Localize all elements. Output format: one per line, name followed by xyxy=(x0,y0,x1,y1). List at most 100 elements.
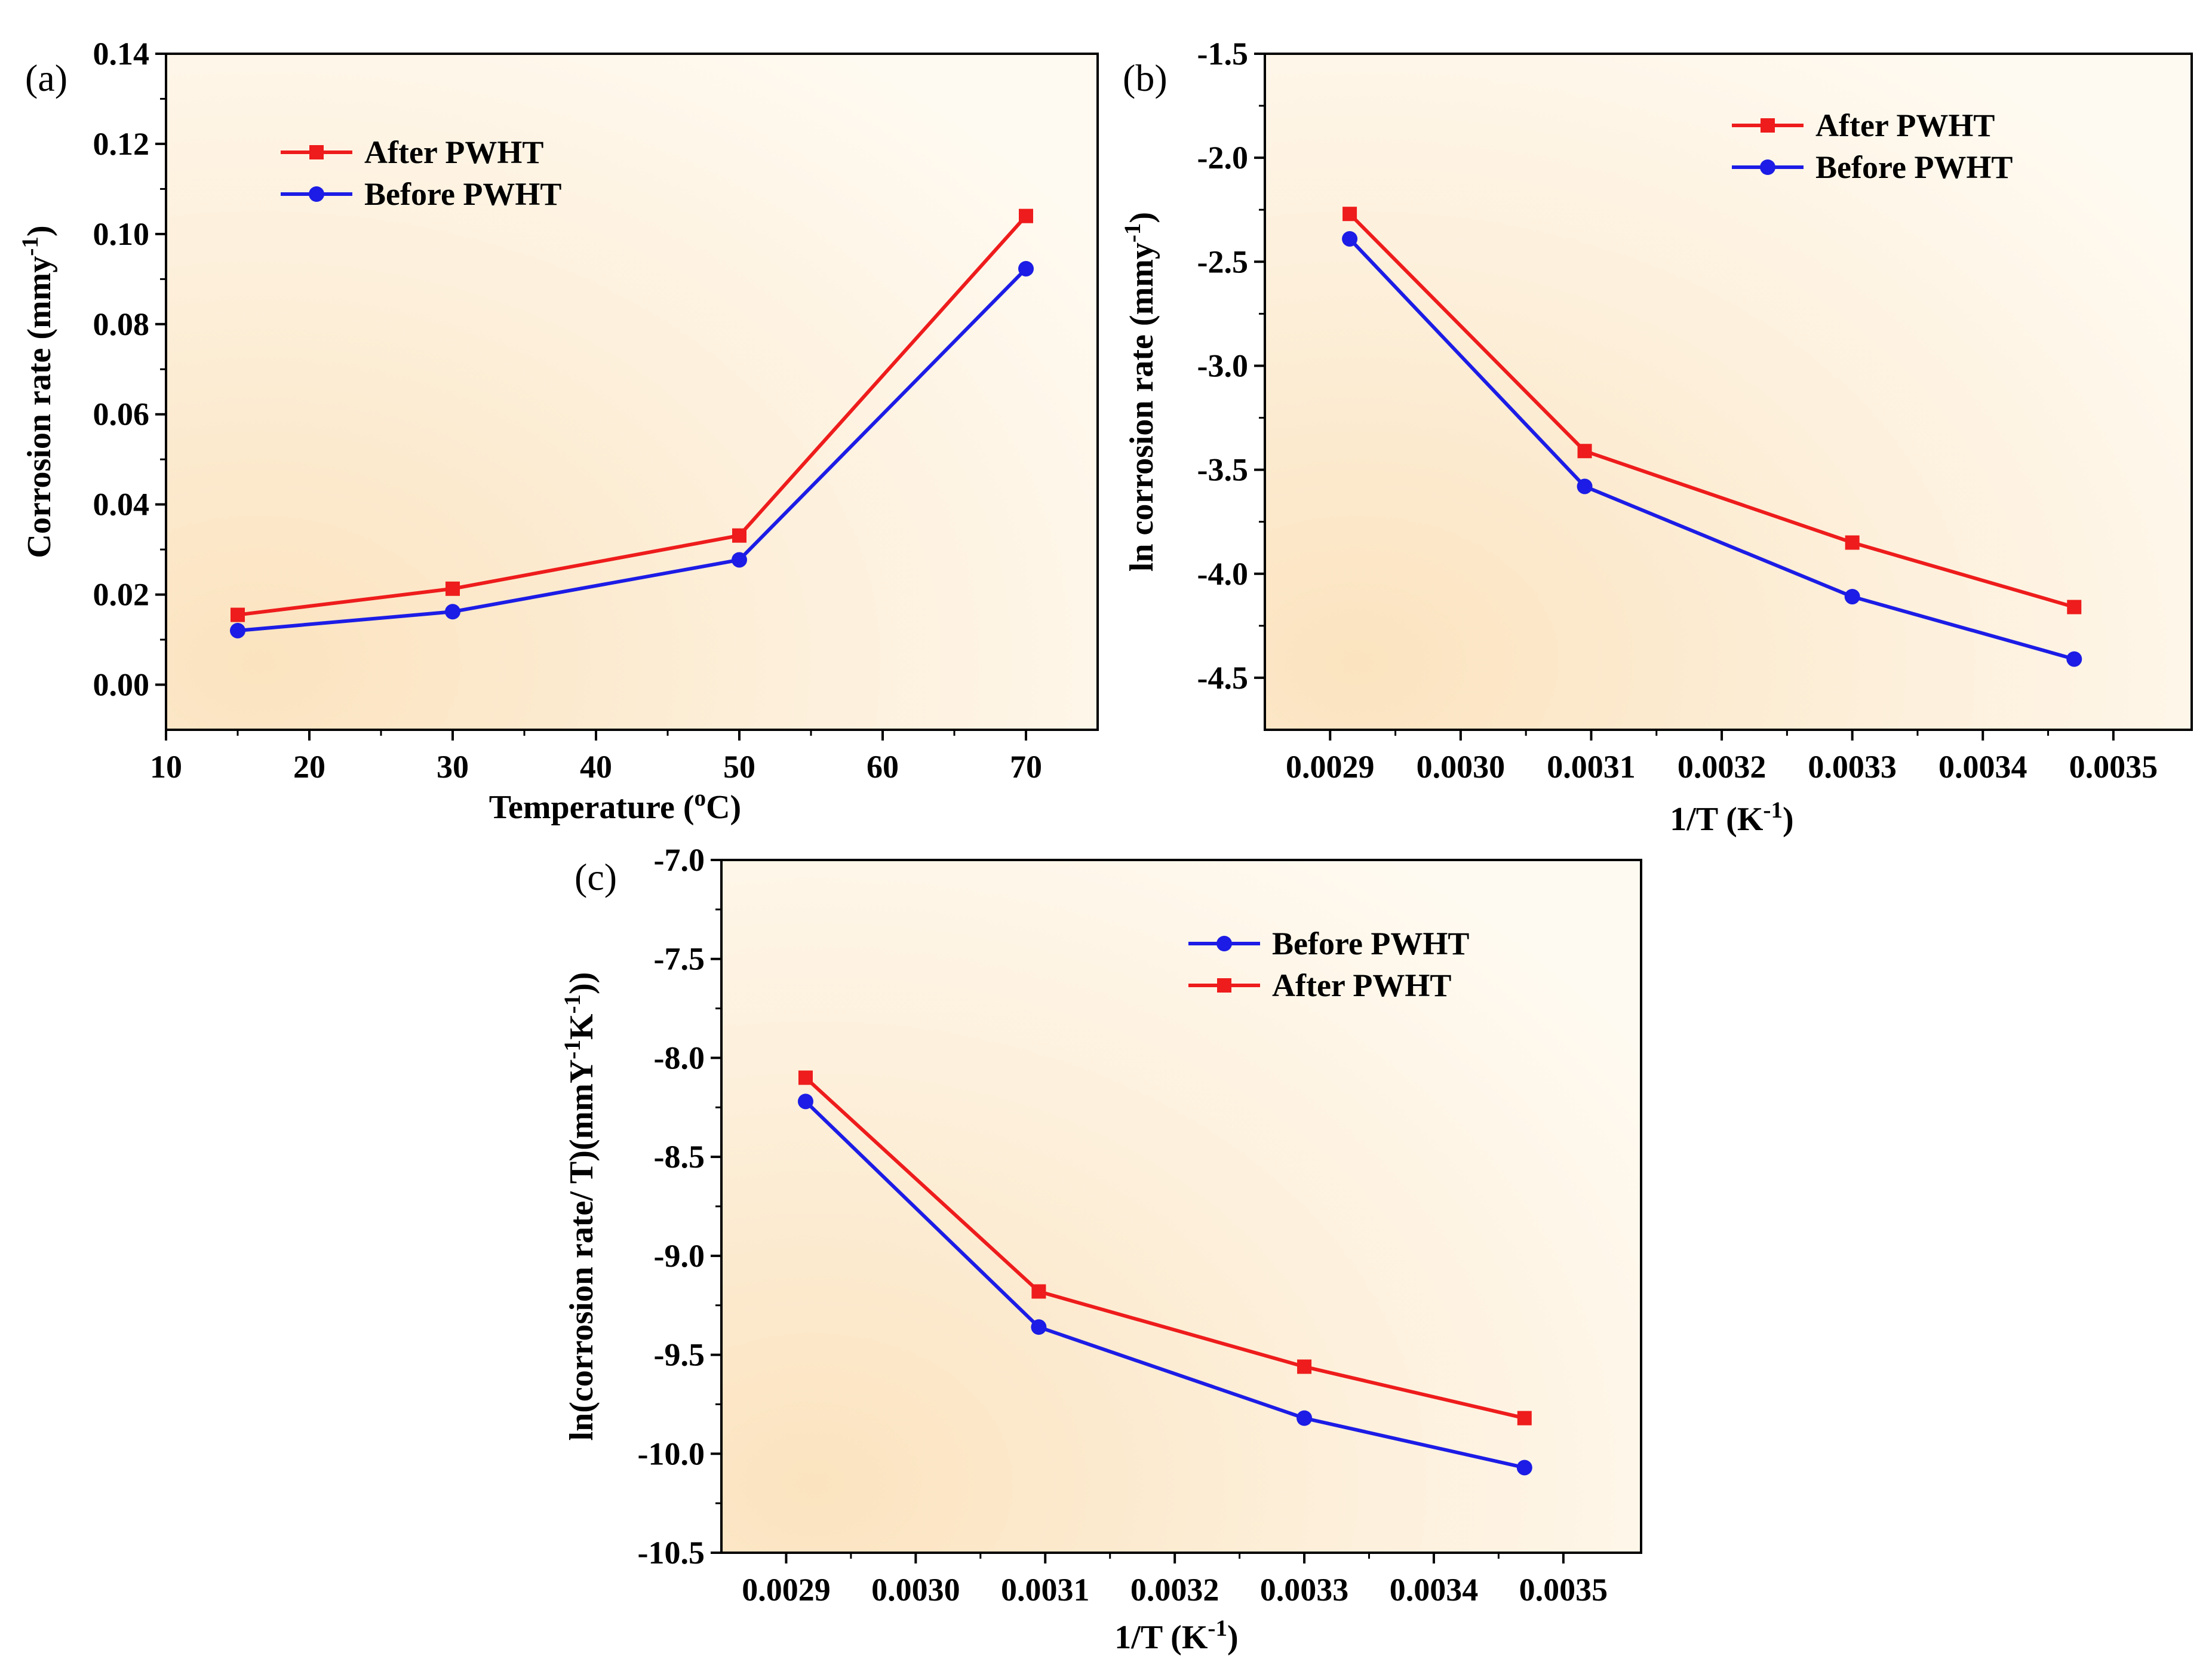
data-point-square xyxy=(231,607,245,622)
data-point-square xyxy=(1517,1411,1532,1426)
x-tick-label: 70 xyxy=(1010,749,1042,785)
data-point-circle xyxy=(1577,478,1593,494)
x-tick-label: 0.0035 xyxy=(1519,1572,1608,1608)
data-point-square xyxy=(1577,444,1592,459)
data-point-circle xyxy=(1516,1460,1532,1476)
panel-label: (a) xyxy=(25,57,67,99)
y-tick-label: -2.5 xyxy=(1197,244,1248,279)
y-axis-title: ln(corrosion rate/ T)(mmY-1K-1)) xyxy=(560,972,601,1441)
data-point-circle xyxy=(1018,260,1034,277)
data-point-circle xyxy=(797,1093,813,1110)
x-tick-label: 60 xyxy=(867,749,899,785)
legend-label: Before PWHT xyxy=(364,176,561,212)
x-tick-label: 0.0030 xyxy=(871,1572,960,1608)
x-tick-label: 40 xyxy=(580,749,612,785)
x-tick-label: 0.0033 xyxy=(1808,749,1897,785)
data-point-square xyxy=(798,1070,813,1085)
x-tick-label: 0.0033 xyxy=(1260,1572,1349,1608)
x-tick-label: 0.0029 xyxy=(1286,749,1375,785)
y-tick-label: 0.00 xyxy=(93,667,150,703)
data-point-square xyxy=(446,581,460,596)
x-tick-label: 20 xyxy=(293,749,325,785)
y-tick-label: -3.0 xyxy=(1197,348,1248,383)
y-tick-label: -4.0 xyxy=(1197,556,1248,592)
series-line xyxy=(237,267,1028,632)
data-point-circle xyxy=(1297,1410,1313,1426)
x-axis-title: 1/T (K-1) xyxy=(1670,797,1793,838)
data-point-circle xyxy=(1031,1319,1047,1335)
data-point-circle xyxy=(1342,231,1358,247)
data-point-circle xyxy=(230,622,245,638)
data-point-square xyxy=(1019,208,1033,223)
series-line xyxy=(804,1100,1525,1470)
y-tick-label: 0.10 xyxy=(93,216,150,252)
series-line xyxy=(1348,213,2075,609)
y-tick-label: -10.5 xyxy=(638,1535,705,1571)
plot-area xyxy=(720,859,1642,1554)
y-axis-title: Corrosion rate (mmy-1) xyxy=(17,225,59,558)
y-tick-label: -4.5 xyxy=(1197,660,1248,696)
chart-panel: 10 20 30 40 50 60 70 0.00 0.02 0.04 0.06 0.08 0.10 0.… xyxy=(17,36,1099,827)
plot-area xyxy=(165,53,1099,731)
legend-label: After PWHT xyxy=(1272,967,1451,1003)
chart-panel: 0.0029 0.0030 0.0031 0.0032 0.0033 0.0034 0.00… xyxy=(1120,36,2193,838)
legend-label: Before PWHT xyxy=(1815,149,2013,185)
data-point-circle xyxy=(2066,651,2082,667)
y-tick-label: -7.5 xyxy=(654,941,705,977)
y-tick-label: 0.12 xyxy=(93,126,150,162)
data-point-square xyxy=(1031,1284,1046,1299)
panel-label: (b) xyxy=(1123,57,1168,99)
data-point-circle xyxy=(445,604,460,620)
legend-label: Before PWHT xyxy=(1272,926,1469,961)
x-tick-label: 0.0029 xyxy=(742,1572,831,1608)
panel-label: (c) xyxy=(574,856,617,898)
y-tick-label: -8.5 xyxy=(654,1139,705,1175)
legend-label: After PWHT xyxy=(364,134,543,170)
y-tick-label: -9.5 xyxy=(654,1337,705,1373)
legend-marker-square xyxy=(1761,118,1775,133)
x-tick-label: 0.0035 xyxy=(2069,749,2158,785)
y-tick-label: -3.5 xyxy=(1197,452,1248,488)
series-line xyxy=(804,1076,1525,1420)
series-line xyxy=(1348,237,2075,661)
plot-area xyxy=(1264,53,2193,731)
chart-panel: 0.0029 0.0030 0.0031 0.0032 0.0033 0.0034 0.00… xyxy=(560,842,1642,1656)
x-tick-label: 0.0032 xyxy=(1130,1572,1219,1608)
series-line xyxy=(237,214,1028,617)
y-tick-label: -7.0 xyxy=(654,842,705,878)
data-point-square xyxy=(732,528,746,543)
x-tick-label: 50 xyxy=(723,749,755,785)
y-tick-label: -8.0 xyxy=(654,1040,705,1076)
legend-marker-square xyxy=(309,145,324,159)
x-tick-label: 0.0031 xyxy=(1547,749,1636,785)
data-point-square xyxy=(1845,535,1860,550)
y-axis-title: ln corrosion rate (mmy-1) xyxy=(1120,212,1161,572)
x-tick-label: 0.0034 xyxy=(1390,1572,1479,1608)
y-tick-label: 0.14 xyxy=(93,36,150,72)
x-axis-title: 1/T (K-1) xyxy=(1114,1615,1238,1657)
data-point-square xyxy=(2067,600,2082,615)
y-tick-label: 0.02 xyxy=(93,577,150,613)
x-tick-label: 10 xyxy=(150,749,182,785)
y-tick-label: 0.04 xyxy=(93,487,150,523)
legend-marker-square xyxy=(1217,978,1231,993)
data-point-circle xyxy=(732,552,747,568)
legend-label: After PWHT xyxy=(1815,107,1995,143)
data-point-square xyxy=(1297,1359,1312,1374)
y-tick-label: -2.0 xyxy=(1197,140,1248,176)
y-tick-label: -1.5 xyxy=(1197,36,1248,72)
x-axis-title: Temperature (oC) xyxy=(489,785,741,827)
y-tick-label: 0.06 xyxy=(93,397,150,432)
legend-marker-circle xyxy=(1216,936,1232,951)
x-tick-label: 0.0031 xyxy=(1001,1572,1090,1608)
x-tick-label: 30 xyxy=(437,749,469,785)
x-tick-label: 0.0032 xyxy=(1678,749,1766,785)
x-tick-label: 0.0034 xyxy=(1938,749,2027,785)
data-point-square xyxy=(1342,207,1357,222)
x-tick-label: 0.0030 xyxy=(1417,749,1506,785)
y-tick-label: -9.0 xyxy=(654,1238,705,1274)
legend-marker-circle xyxy=(1760,159,1775,175)
y-tick-label: 0.08 xyxy=(93,306,150,342)
data-point-circle xyxy=(1844,589,1860,605)
